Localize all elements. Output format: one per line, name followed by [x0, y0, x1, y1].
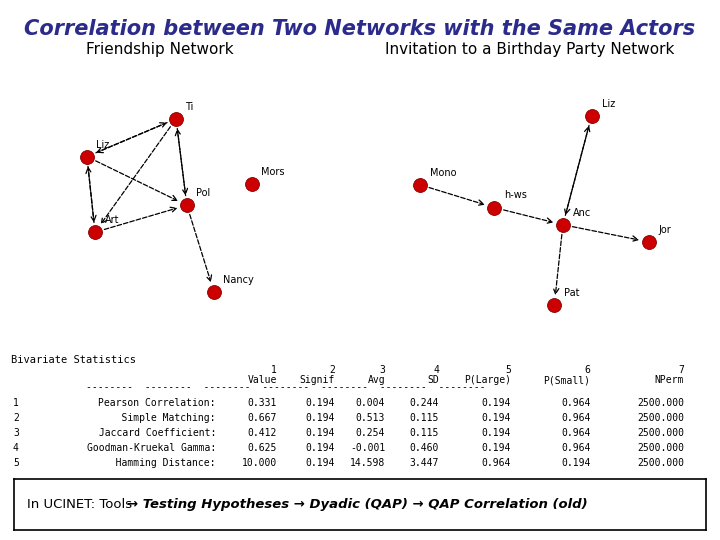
Text: NPerm: NPerm	[654, 375, 684, 385]
Text: 0.194: 0.194	[482, 397, 511, 408]
Text: 0.964: 0.964	[561, 443, 590, 453]
Text: P(Large): P(Large)	[464, 375, 511, 385]
Text: Anc: Anc	[573, 207, 591, 218]
Text: 0.412: 0.412	[248, 428, 277, 438]
Text: 2500.000: 2500.000	[637, 397, 684, 408]
Text: Art: Art	[104, 215, 119, 226]
Text: 2500.000: 2500.000	[637, 443, 684, 453]
Text: 0.964: 0.964	[561, 413, 590, 423]
Text: Bivariate Statistics: Bivariate Statistics	[11, 355, 136, 365]
Text: 4: 4	[433, 365, 439, 375]
Text: 0.194: 0.194	[305, 397, 335, 408]
Text: 0.194: 0.194	[482, 443, 511, 453]
Text: 5: 5	[505, 365, 511, 375]
Text: --------  --------  --------  --------  --------  --------  --------: -------- -------- -------- -------- ----…	[86, 381, 486, 391]
Text: 0.331: 0.331	[248, 397, 277, 408]
Text: 2500.000: 2500.000	[637, 458, 684, 468]
Text: SD: SD	[428, 375, 439, 385]
Text: Pearson Correlation:: Pearson Correlation:	[99, 397, 216, 408]
Text: Jor: Jor	[659, 225, 672, 235]
Text: 0.244: 0.244	[410, 397, 439, 408]
Text: Friendship Network: Friendship Network	[86, 42, 234, 57]
Text: Liz: Liz	[96, 140, 109, 150]
Text: Signif: Signif	[300, 375, 335, 385]
Text: Invitation to a Birthday Party Network: Invitation to a Birthday Party Network	[385, 42, 675, 57]
Text: 14.598: 14.598	[350, 458, 385, 468]
Text: 1: 1	[271, 365, 277, 375]
Text: P(Small): P(Small)	[544, 375, 590, 385]
Text: Hamming Distance:: Hamming Distance:	[99, 458, 216, 468]
Text: 1: 1	[13, 397, 19, 408]
Text: Simple Matching:: Simple Matching:	[99, 413, 216, 423]
Text: 0.115: 0.115	[410, 413, 439, 423]
Text: 0.964: 0.964	[482, 458, 511, 468]
Text: Mors: Mors	[261, 167, 284, 177]
Text: 6: 6	[585, 365, 590, 375]
Text: Jaccard Coefficient:: Jaccard Coefficient:	[93, 428, 216, 438]
Text: Correlation between Two Networks with the Same Actors: Correlation between Two Networks with th…	[24, 19, 696, 39]
Text: 0.194: 0.194	[482, 428, 511, 438]
Text: 0.460: 0.460	[410, 443, 439, 453]
Text: 4: 4	[13, 443, 19, 453]
Text: h-ws: h-ws	[504, 191, 527, 200]
Text: 0.194: 0.194	[305, 413, 335, 423]
Text: 0.194: 0.194	[305, 443, 335, 453]
Text: 0.194: 0.194	[561, 458, 590, 468]
Text: Liz: Liz	[601, 99, 615, 109]
Text: In UCINET: Tools: In UCINET: Tools	[27, 498, 136, 511]
Text: -0.001: -0.001	[350, 443, 385, 453]
Text: 0.964: 0.964	[561, 397, 590, 408]
Text: 2500.000: 2500.000	[637, 428, 684, 438]
Text: 3.447: 3.447	[410, 458, 439, 468]
Text: 0.513: 0.513	[356, 413, 385, 423]
Text: Value: Value	[248, 375, 277, 385]
Text: 2: 2	[329, 365, 335, 375]
Text: 0.625: 0.625	[248, 443, 277, 453]
Text: 2500.000: 2500.000	[637, 413, 684, 423]
Text: Ti: Ti	[186, 102, 194, 112]
Text: 0.194: 0.194	[305, 428, 335, 438]
Text: Avg: Avg	[368, 375, 385, 385]
Text: 3: 3	[379, 365, 385, 375]
Text: Pat: Pat	[564, 288, 580, 298]
Text: 0.194: 0.194	[305, 458, 335, 468]
Text: 0.667: 0.667	[248, 413, 277, 423]
Text: 0.964: 0.964	[561, 428, 590, 438]
Text: 5: 5	[13, 458, 19, 468]
Text: Nancy: Nancy	[223, 275, 254, 285]
Text: 7: 7	[678, 365, 684, 375]
Text: 2: 2	[13, 413, 19, 423]
Text: 0.004: 0.004	[356, 397, 385, 408]
Text: Mono: Mono	[430, 167, 456, 178]
Text: Goodman-Kruekal Gamma:: Goodman-Kruekal Gamma:	[86, 443, 216, 453]
Text: 10.000: 10.000	[242, 458, 277, 468]
Text: Pol: Pol	[197, 188, 210, 198]
Text: → Testing Hypotheses → Dyadic (QAP) → QAP Correlation (old): → Testing Hypotheses → Dyadic (QAP) → QA…	[127, 498, 588, 511]
Text: 0.194: 0.194	[482, 413, 511, 423]
Text: 0.254: 0.254	[356, 428, 385, 438]
Text: 0.115: 0.115	[410, 428, 439, 438]
Text: 3: 3	[13, 428, 19, 438]
